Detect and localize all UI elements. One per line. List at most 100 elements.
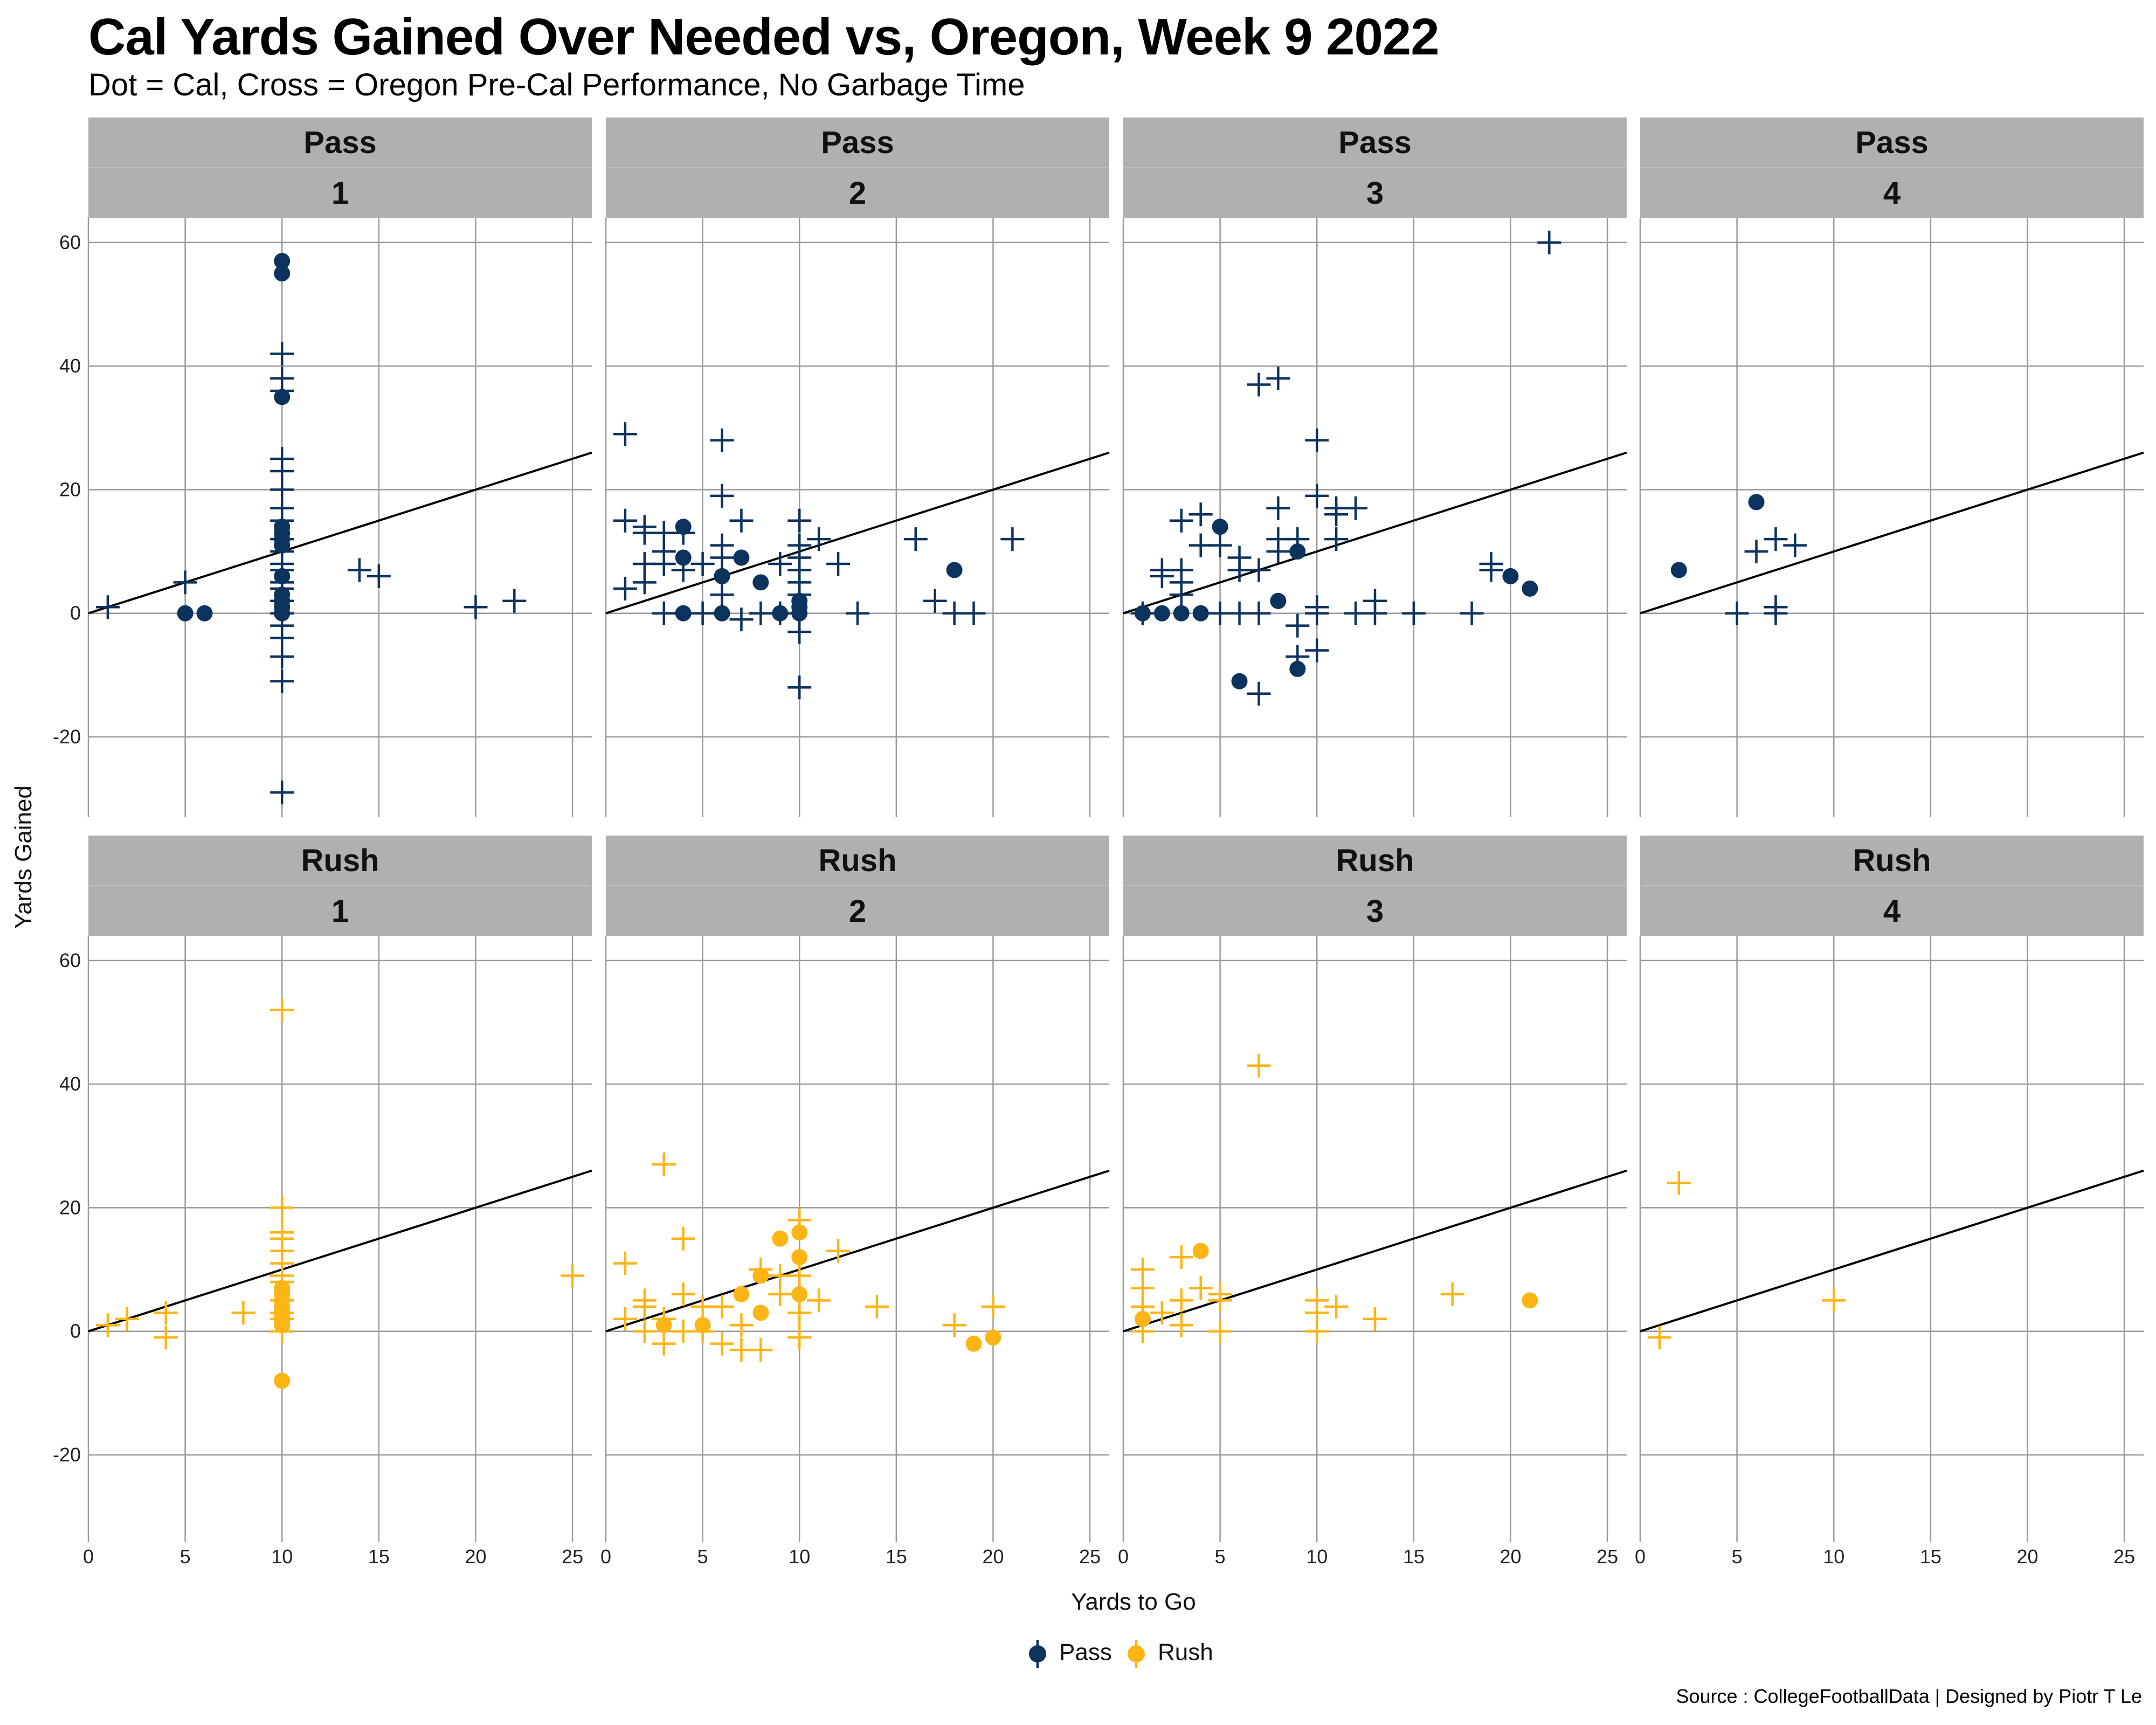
- oregon-cross-point: [613, 576, 637, 601]
- strip-label-down: 4: [1883, 176, 1901, 211]
- gridlines: [87, 936, 592, 1535]
- panels-layer: Pass 1 Pass 2 Pass 3 Pass 4 Rush 1 Rush 2 Rush 3 Rush 4: [87, 118, 2144, 1535]
- strip-label-type: Rush: [819, 843, 897, 878]
- oregon-cross-point: [729, 608, 754, 632]
- oregon-cross-point: [1764, 601, 1788, 625]
- gridlines: [1122, 218, 1627, 817]
- oregon-cross-point: [632, 1294, 657, 1319]
- cal-dot-point: [1231, 673, 1248, 689]
- strip-label-type: Pass: [1855, 125, 1928, 160]
- cal-dot-point: [791, 1224, 808, 1241]
- cal-dot-point: [694, 1317, 711, 1334]
- strip-label-down: 4: [1883, 894, 1901, 929]
- y-tick-label: 20: [59, 478, 81, 500]
- y-tick-label: 60: [59, 949, 81, 971]
- reference-line: [1123, 451, 1627, 615]
- oregon-cross-point: [1783, 533, 1807, 557]
- oregon-cross-point: [1305, 484, 1329, 508]
- oregon-cross-point: [710, 1331, 734, 1356]
- cal-dot-point: [274, 605, 291, 622]
- cal-dot-point: [714, 605, 730, 622]
- oregon-cross-point: [1150, 1301, 1174, 1325]
- oregon-cross-point: [787, 675, 812, 700]
- oregon-cross-point: [561, 1264, 585, 1288]
- oregon-cross-point: [464, 595, 488, 619]
- oregon-cross-point: [749, 1338, 773, 1362]
- oregon-cross-point: [270, 644, 294, 668]
- oregon-cross-point: [1169, 1288, 1193, 1313]
- oregon-cross-point: [1440, 1282, 1464, 1306]
- oregon-cross-point: [1305, 601, 1329, 625]
- cal-dot-point: [274, 389, 291, 405]
- gridlines: [87, 218, 592, 817]
- x-tick-label: 25: [1597, 1545, 1618, 1568]
- oregon-cross-point: [826, 551, 851, 576]
- cal-dot-point: [1134, 605, 1151, 622]
- panel-pass-4: Pass 4: [1639, 118, 2144, 817]
- oregon-cross-point: [1305, 638, 1329, 663]
- panel-pass-1: Pass 1: [87, 118, 592, 817]
- x-tick-label: 15: [1920, 1545, 1941, 1568]
- oregon-cross-point: [270, 342, 294, 366]
- oregon-cross-point: [1208, 1288, 1232, 1313]
- cal-dot-point: [791, 1286, 808, 1302]
- oregon-cross-point: [1647, 1326, 1671, 1350]
- strip-label-down: 3: [1366, 176, 1384, 211]
- strip-label-type: Rush: [1336, 843, 1414, 878]
- reference-line: [1640, 451, 2144, 615]
- oregon-cross-point: [1744, 540, 1768, 564]
- oregon-cross-point: [1363, 1307, 1387, 1331]
- oregon-cross-point: [652, 1153, 676, 1177]
- cal-dot-point: [655, 1317, 672, 1334]
- x-tick-label: 20: [2016, 1545, 2038, 1568]
- x-tick-label: 10: [1823, 1545, 1844, 1568]
- oregon-cross-point: [1000, 527, 1025, 551]
- oregon-cross-point: [1324, 502, 1349, 527]
- oregon-cross-point: [1266, 540, 1290, 564]
- oregon-cross-point: [652, 551, 676, 576]
- oregon-cross-point: [807, 1288, 831, 1313]
- oregon-cross-point: [710, 1294, 734, 1319]
- oregon-cross-point: [1324, 527, 1349, 551]
- oregon-cross-point: [787, 1264, 812, 1288]
- cal-dot-point: [1173, 605, 1190, 622]
- cal-dot-point: [196, 605, 213, 622]
- oregon-cross-point: [613, 422, 637, 446]
- reference-line: [88, 451, 592, 615]
- oregon-cross-point: [826, 1239, 851, 1263]
- oregon-cross-point: [1266, 496, 1290, 520]
- y-tick-label: -20: [53, 1444, 81, 1466]
- oregon-cross-point: [787, 1301, 812, 1325]
- oregon-cross-point: [502, 589, 527, 613]
- cal-dot-point: [791, 605, 808, 622]
- oregon-cross-point: [981, 1294, 1005, 1319]
- oregon-cross-point: [613, 1307, 637, 1331]
- oregon-cross-point: [1460, 601, 1484, 625]
- cal-dot-point: [274, 253, 291, 270]
- oregon-cross-point: [710, 546, 734, 570]
- cal-dot-point: [274, 265, 291, 282]
- oregon-cross-point: [1169, 583, 1193, 607]
- strip-label-type: Rush: [301, 843, 379, 878]
- strip-label-type: Pass: [303, 125, 376, 160]
- y-tick-label: 0: [70, 1320, 81, 1342]
- panel-rush-2: Rush 2: [605, 836, 1110, 1535]
- cal-dot-point: [965, 1335, 982, 1352]
- chart-subtitle: Dot = Cal, Cross = Oregon Pre-Cal Perfor…: [88, 67, 1025, 102]
- oregon-cross-point: [632, 570, 657, 595]
- x-tick-label: 5: [180, 1545, 191, 1568]
- x-tick-label: 10: [271, 1545, 293, 1568]
- x-tick-label: 0: [1118, 1545, 1129, 1568]
- oregon-cross-point: [1247, 558, 1271, 582]
- strip-label-type: Pass: [821, 125, 894, 160]
- oregon-cross-point: [729, 508, 754, 533]
- x-tick-label: 5: [1732, 1545, 1743, 1568]
- oregon-cross-point: [690, 601, 715, 625]
- oregon-cross-point: [962, 601, 986, 625]
- strip-label-down: 2: [849, 176, 866, 211]
- cal-dot-point: [985, 1329, 1001, 1346]
- gridlines: [1122, 936, 1627, 1535]
- oregon-cross-point: [1247, 601, 1271, 625]
